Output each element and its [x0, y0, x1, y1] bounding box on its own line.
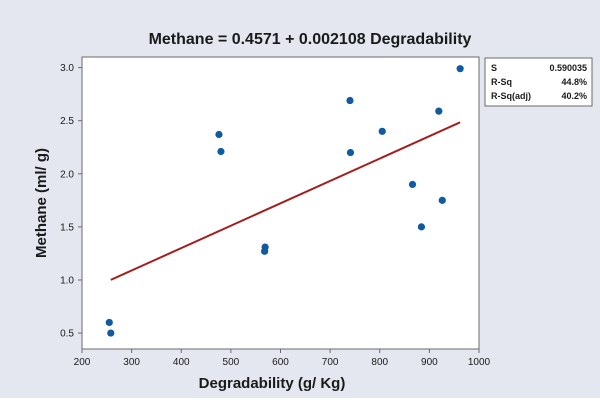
x-tick-label: 600 [272, 357, 289, 368]
x-axis-label: Degradability (g/ Kg) [199, 375, 346, 392]
data-point [217, 147, 225, 156]
y-tick-label: 3.0 [60, 63, 74, 74]
data-point [435, 107, 443, 115]
data-point [438, 196, 446, 204]
y-tick-label: 2.5 [60, 116, 74, 127]
data-point [456, 65, 464, 73]
data-point [105, 318, 113, 327]
data-point [408, 180, 417, 189]
x-tick-label: 1000 [468, 357, 491, 368]
stats-box: S 0.590035 R-Sq 44.8% R-Sq(adj) 40.2% [484, 57, 593, 107]
stats-label: R-Sq(adj) [491, 91, 531, 101]
stats-value: 44.8% [561, 77, 587, 87]
x-tick-label: 200 [74, 357, 91, 368]
x-tick-label: 500 [223, 357, 240, 368]
x-tick-label: 800 [371, 357, 388, 368]
y-axis: 0.5 1.0 1.5 2.0 2.5 3.0 [60, 63, 82, 340]
y-tick-label: 1.5 [60, 222, 74, 233]
x-tick-label: 700 [322, 357, 339, 368]
stats-label: R-Sq [491, 77, 512, 87]
y-tick-label: 1.0 [60, 275, 74, 286]
x-axis: 200 300 400 500 600 700 800 900 1000 [74, 349, 491, 368]
x-tick-label: 300 [123, 357, 140, 368]
stats-label: S [491, 63, 497, 73]
stats-box-frame [484, 57, 593, 107]
regression-line [110, 121, 461, 281]
data-point [346, 96, 354, 105]
y-tick-label: 0.5 [60, 329, 74, 340]
stats-value: 40.2% [561, 91, 587, 101]
chart-title: Methane = 0.4571 + 0.002108 Degradabilit… [149, 31, 472, 48]
data-point [107, 329, 115, 337]
x-tick-label: 900 [421, 357, 438, 368]
data-point [417, 223, 426, 231]
y-axis-label: Methane (ml/ g) [33, 148, 50, 258]
x-tick-label: 400 [173, 357, 190, 368]
stats-value: 0.590035 [549, 63, 587, 73]
data-points [105, 65, 464, 337]
data-point [215, 130, 223, 139]
y-tick-label: 2.0 [60, 169, 74, 180]
data-point [378, 127, 386, 135]
data-point [346, 148, 355, 157]
data-point [261, 243, 269, 251]
